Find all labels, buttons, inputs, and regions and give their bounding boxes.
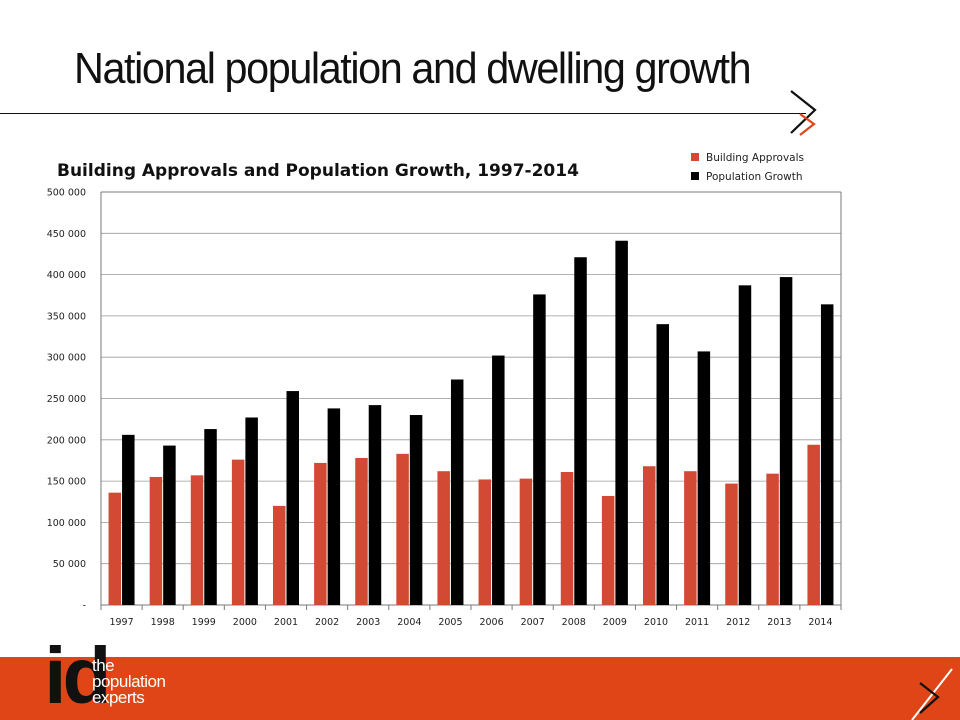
x-tick-label: 2013	[767, 617, 791, 628]
y-tick-label: 500 000	[47, 188, 86, 199]
bar-population-growth	[533, 294, 546, 605]
slide-title: National population and dwelling growth	[74, 44, 752, 93]
tagline-line: the	[92, 656, 115, 675]
bar-building-approvals	[231, 459, 245, 605]
logo-mark: id	[44, 631, 111, 720]
bar-building-approvals	[190, 475, 204, 605]
y-tick-label: 150 000	[47, 477, 86, 488]
x-tick-label: 2014	[808, 617, 832, 628]
legend-swatch	[691, 172, 699, 180]
company-logo: .id	[26, 636, 111, 716]
tagline-line: experts	[92, 688, 145, 707]
bar-building-approvals	[807, 444, 820, 605]
x-tick-label: 2003	[356, 617, 380, 628]
bar-population-growth	[779, 277, 793, 605]
x-tick-label: 2001	[274, 617, 298, 628]
title-divider	[0, 113, 806, 114]
y-tick-label: 300 000	[47, 353, 86, 364]
bar-building-approvals	[396, 453, 409, 605]
bar-population-growth	[286, 391, 299, 605]
bar-population-growth	[327, 408, 341, 605]
x-tick-label: 2009	[603, 617, 627, 628]
bar-building-approvals	[108, 492, 122, 605]
bar-population-growth	[656, 324, 669, 605]
bar-population-growth	[615, 240, 628, 605]
logo-tagline: the population experts	[92, 656, 166, 707]
bar-building-approvals	[684, 471, 697, 605]
bar-building-approvals	[519, 478, 533, 605]
bar-building-approvals	[601, 495, 615, 605]
bar-population-growth	[163, 445, 176, 605]
chart-title: Building Approvals and Population Growth…	[57, 161, 579, 181]
legend-swatch	[691, 153, 699, 161]
bar-population-growth	[697, 351, 711, 605]
x-tick-label: 2010	[644, 617, 668, 628]
logo-dot: .	[26, 631, 48, 720]
x-tick-label: 2005	[438, 617, 462, 628]
bar-population-growth	[204, 429, 217, 605]
bar-population-growth	[820, 304, 834, 605]
bar-population-growth	[450, 379, 464, 605]
x-tick-label: 1997	[109, 617, 133, 628]
bar-building-approvals	[560, 472, 574, 605]
chevron-right-icon	[911, 668, 953, 720]
x-tick-label: 1999	[192, 617, 216, 628]
bar-population-growth	[738, 285, 752, 605]
x-tick-label: 2006	[479, 617, 503, 628]
bar-population-growth	[574, 257, 587, 605]
bar-building-approvals	[725, 483, 738, 605]
bar-building-approvals	[314, 462, 327, 605]
bar-population-growth	[409, 415, 423, 605]
x-tick-label: 2000	[233, 617, 257, 628]
y-tick-label: 400 000	[47, 270, 86, 281]
x-tick-label: 1998	[151, 617, 175, 628]
bar-building-approvals	[273, 505, 286, 605]
tagline-line: population	[92, 672, 166, 691]
y-tick-label: 250 000	[47, 394, 86, 405]
y-tick-label: 50 000	[53, 559, 86, 570]
chevron-right-icon	[790, 90, 817, 136]
bar-building-approvals	[478, 479, 492, 605]
x-tick-label: 2008	[562, 617, 586, 628]
x-tick-label: 2002	[315, 617, 339, 628]
legend-label: Building Approvals	[706, 152, 804, 164]
bar-chart: Building Approvals and Population Growth…	[47, 152, 842, 628]
bar-population-growth	[368, 405, 382, 605]
footer-bar	[0, 657, 960, 720]
x-tick-label: 2004	[397, 617, 421, 628]
bar-population-growth	[122, 434, 135, 605]
bar-building-approvals	[149, 476, 163, 605]
legend-label: Population Growth	[706, 171, 803, 183]
bar-building-approvals	[766, 473, 779, 605]
bar-population-growth	[245, 417, 258, 605]
bar-building-approvals	[355, 457, 368, 605]
y-tick-label: -	[83, 601, 86, 612]
y-tick-label: 450 000	[47, 229, 86, 240]
bar-building-approvals	[437, 471, 450, 605]
bar-building-approvals	[643, 466, 656, 605]
y-tick-label: 350 000	[47, 311, 86, 322]
y-tick-label: 100 000	[47, 518, 86, 529]
x-tick-label: 2007	[521, 617, 545, 628]
y-tick-label: 200 000	[47, 435, 86, 446]
bar-population-growth	[492, 355, 505, 605]
x-tick-label: 2011	[685, 617, 709, 628]
x-tick-label: 2012	[726, 617, 750, 628]
